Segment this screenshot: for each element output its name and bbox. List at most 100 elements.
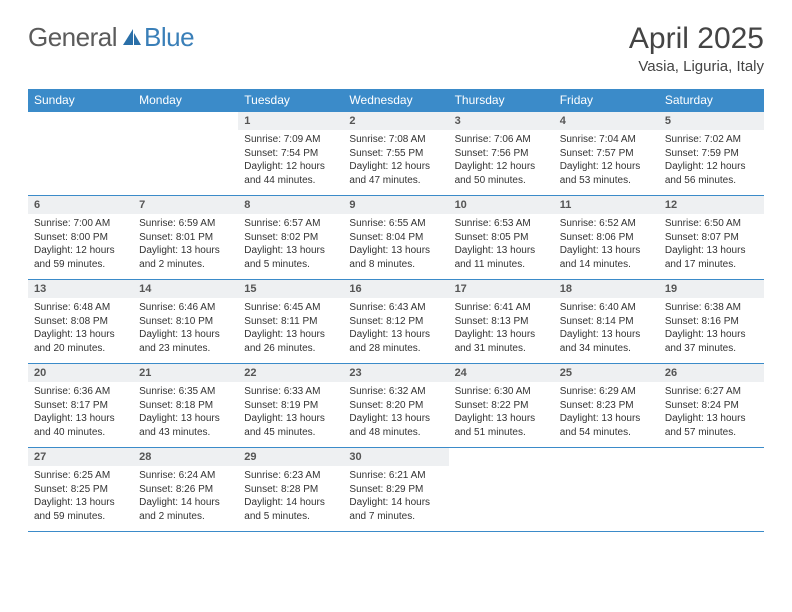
day-body: Sunrise: 6:38 AMSunset: 8:16 PMDaylight:…: [659, 298, 764, 363]
sunrise-line: Sunrise: 6:46 AM: [139, 301, 232, 315]
sunset-line: Sunset: 7:57 PM: [560, 147, 653, 161]
day-cell: 27Sunrise: 6:25 AMSunset: 8:25 PMDayligh…: [28, 448, 133, 532]
day-cell: 22Sunrise: 6:33 AMSunset: 8:19 PMDayligh…: [238, 364, 343, 448]
sunset-line: Sunset: 8:00 PM: [34, 231, 127, 245]
daylight-line: Daylight: 12 hours and 47 minutes.: [349, 160, 442, 187]
day-cell: 25Sunrise: 6:29 AMSunset: 8:23 PMDayligh…: [554, 364, 659, 448]
day-number: 3: [449, 112, 554, 130]
month-title: April 2025: [629, 22, 764, 56]
daylight-line: Daylight: 12 hours and 50 minutes.: [455, 160, 548, 187]
daylight-line: Daylight: 13 hours and 5 minutes.: [244, 244, 337, 271]
daylight-line: Daylight: 13 hours and 51 minutes.: [455, 412, 548, 439]
day-number: 23: [343, 364, 448, 382]
sunrise-line: Sunrise: 6:29 AM: [560, 385, 653, 399]
day-number: 25: [554, 364, 659, 382]
day-body: Sunrise: 6:50 AMSunset: 8:07 PMDaylight:…: [659, 214, 764, 279]
day-cell: 2Sunrise: 7:08 AMSunset: 7:55 PMDaylight…: [343, 112, 448, 196]
sunset-line: Sunset: 7:55 PM: [349, 147, 442, 161]
sunrise-line: Sunrise: 7:06 AM: [455, 133, 548, 147]
sunrise-line: Sunrise: 7:04 AM: [560, 133, 653, 147]
sunrise-line: Sunrise: 6:57 AM: [244, 217, 337, 231]
sunset-line: Sunset: 8:12 PM: [349, 315, 442, 329]
day-cell: 23Sunrise: 6:32 AMSunset: 8:20 PMDayligh…: [343, 364, 448, 448]
day-number: 1: [238, 112, 343, 130]
daylight-line: Daylight: 13 hours and 54 minutes.: [560, 412, 653, 439]
day-of-week-cell: Thursday: [449, 89, 554, 112]
day-body: Sunrise: 6:48 AMSunset: 8:08 PMDaylight:…: [28, 298, 133, 363]
sunrise-line: Sunrise: 6:48 AM: [34, 301, 127, 315]
day-number: 13: [28, 280, 133, 298]
day-cell: 6Sunrise: 7:00 AMSunset: 8:00 PMDaylight…: [28, 196, 133, 280]
day-cell: 28Sunrise: 6:24 AMSunset: 8:26 PMDayligh…: [133, 448, 238, 532]
day-body: Sunrise: 7:09 AMSunset: 7:54 PMDaylight:…: [238, 130, 343, 195]
sunrise-line: Sunrise: 7:08 AM: [349, 133, 442, 147]
day-cell: 24Sunrise: 6:30 AMSunset: 8:22 PMDayligh…: [449, 364, 554, 448]
sunset-line: Sunset: 7:59 PM: [665, 147, 758, 161]
sunset-line: Sunset: 8:10 PM: [139, 315, 232, 329]
daylight-line: Daylight: 13 hours and 37 minutes.: [665, 328, 758, 355]
daylight-line: Daylight: 14 hours and 2 minutes.: [139, 496, 232, 523]
day-body: Sunrise: 7:00 AMSunset: 8:00 PMDaylight:…: [28, 214, 133, 279]
sunset-line: Sunset: 8:11 PM: [244, 315, 337, 329]
day-body: Sunrise: 6:46 AMSunset: 8:10 PMDaylight:…: [133, 298, 238, 363]
sunset-line: Sunset: 8:06 PM: [560, 231, 653, 245]
day-body: Sunrise: 6:57 AMSunset: 8:02 PMDaylight:…: [238, 214, 343, 279]
day-of-week-cell: Friday: [554, 89, 659, 112]
daylight-line: Daylight: 13 hours and 23 minutes.: [139, 328, 232, 355]
sunrise-line: Sunrise: 6:41 AM: [455, 301, 548, 315]
day-of-week-cell: Monday: [133, 89, 238, 112]
empty-day: [659, 448, 764, 511]
sunrise-line: Sunrise: 7:02 AM: [665, 133, 758, 147]
daylight-line: Daylight: 12 hours and 53 minutes.: [560, 160, 653, 187]
sunrise-line: Sunrise: 6:24 AM: [139, 469, 232, 483]
week-row: 1Sunrise: 7:09 AMSunset: 7:54 PMDaylight…: [28, 112, 764, 196]
day-body: Sunrise: 6:53 AMSunset: 8:05 PMDaylight:…: [449, 214, 554, 279]
day-body: Sunrise: 6:27 AMSunset: 8:24 PMDaylight:…: [659, 382, 764, 447]
day-cell: 14Sunrise: 6:46 AMSunset: 8:10 PMDayligh…: [133, 280, 238, 364]
day-cell: [28, 112, 133, 196]
day-number: 22: [238, 364, 343, 382]
sunset-line: Sunset: 8:28 PM: [244, 483, 337, 497]
sunset-line: Sunset: 8:20 PM: [349, 399, 442, 413]
day-number: 17: [449, 280, 554, 298]
daylight-line: Daylight: 13 hours and 2 minutes.: [139, 244, 232, 271]
sunset-line: Sunset: 8:23 PM: [560, 399, 653, 413]
sunrise-line: Sunrise: 6:40 AM: [560, 301, 653, 315]
sunrise-line: Sunrise: 6:25 AM: [34, 469, 127, 483]
sunrise-line: Sunrise: 6:52 AM: [560, 217, 653, 231]
day-cell: 9Sunrise: 6:55 AMSunset: 8:04 PMDaylight…: [343, 196, 448, 280]
day-body: Sunrise: 6:29 AMSunset: 8:23 PMDaylight:…: [554, 382, 659, 447]
day-body: Sunrise: 7:02 AMSunset: 7:59 PMDaylight:…: [659, 130, 764, 195]
day-of-week-cell: Tuesday: [238, 89, 343, 112]
day-body: Sunrise: 6:52 AMSunset: 8:06 PMDaylight:…: [554, 214, 659, 279]
day-body: Sunrise: 6:30 AMSunset: 8:22 PMDaylight:…: [449, 382, 554, 447]
day-number: 27: [28, 448, 133, 466]
daylight-line: Daylight: 12 hours and 56 minutes.: [665, 160, 758, 187]
sunset-line: Sunset: 8:26 PM: [139, 483, 232, 497]
day-body: Sunrise: 6:35 AMSunset: 8:18 PMDaylight:…: [133, 382, 238, 447]
sunrise-line: Sunrise: 7:09 AM: [244, 133, 337, 147]
sunset-line: Sunset: 8:19 PM: [244, 399, 337, 413]
sunset-line: Sunset: 8:05 PM: [455, 231, 548, 245]
day-of-week-row: SundayMondayTuesdayWednesdayThursdayFrid…: [28, 89, 764, 112]
day-body: Sunrise: 6:25 AMSunset: 8:25 PMDaylight:…: [28, 466, 133, 531]
daylight-line: Daylight: 13 hours and 26 minutes.: [244, 328, 337, 355]
location: Vasia, Liguria, Italy: [629, 58, 764, 75]
daylight-line: Daylight: 12 hours and 44 minutes.: [244, 160, 337, 187]
sunset-line: Sunset: 8:01 PM: [139, 231, 232, 245]
daylight-line: Daylight: 13 hours and 11 minutes.: [455, 244, 548, 271]
sunset-line: Sunset: 8:07 PM: [665, 231, 758, 245]
day-cell: 17Sunrise: 6:41 AMSunset: 8:13 PMDayligh…: [449, 280, 554, 364]
sunset-line: Sunset: 8:18 PM: [139, 399, 232, 413]
day-of-week-cell: Saturday: [659, 89, 764, 112]
day-body: Sunrise: 6:59 AMSunset: 8:01 PMDaylight:…: [133, 214, 238, 279]
brand-logo: General Blue: [28, 22, 194, 53]
week-row: 13Sunrise: 6:48 AMSunset: 8:08 PMDayligh…: [28, 280, 764, 364]
daylight-line: Daylight: 13 hours and 20 minutes.: [34, 328, 127, 355]
day-cell: 1Sunrise: 7:09 AMSunset: 7:54 PMDaylight…: [238, 112, 343, 196]
day-number: 4: [554, 112, 659, 130]
sunrise-line: Sunrise: 6:32 AM: [349, 385, 442, 399]
day-cell: 21Sunrise: 6:35 AMSunset: 8:18 PMDayligh…: [133, 364, 238, 448]
daylight-line: Daylight: 13 hours and 43 minutes.: [139, 412, 232, 439]
empty-day: [449, 448, 554, 511]
